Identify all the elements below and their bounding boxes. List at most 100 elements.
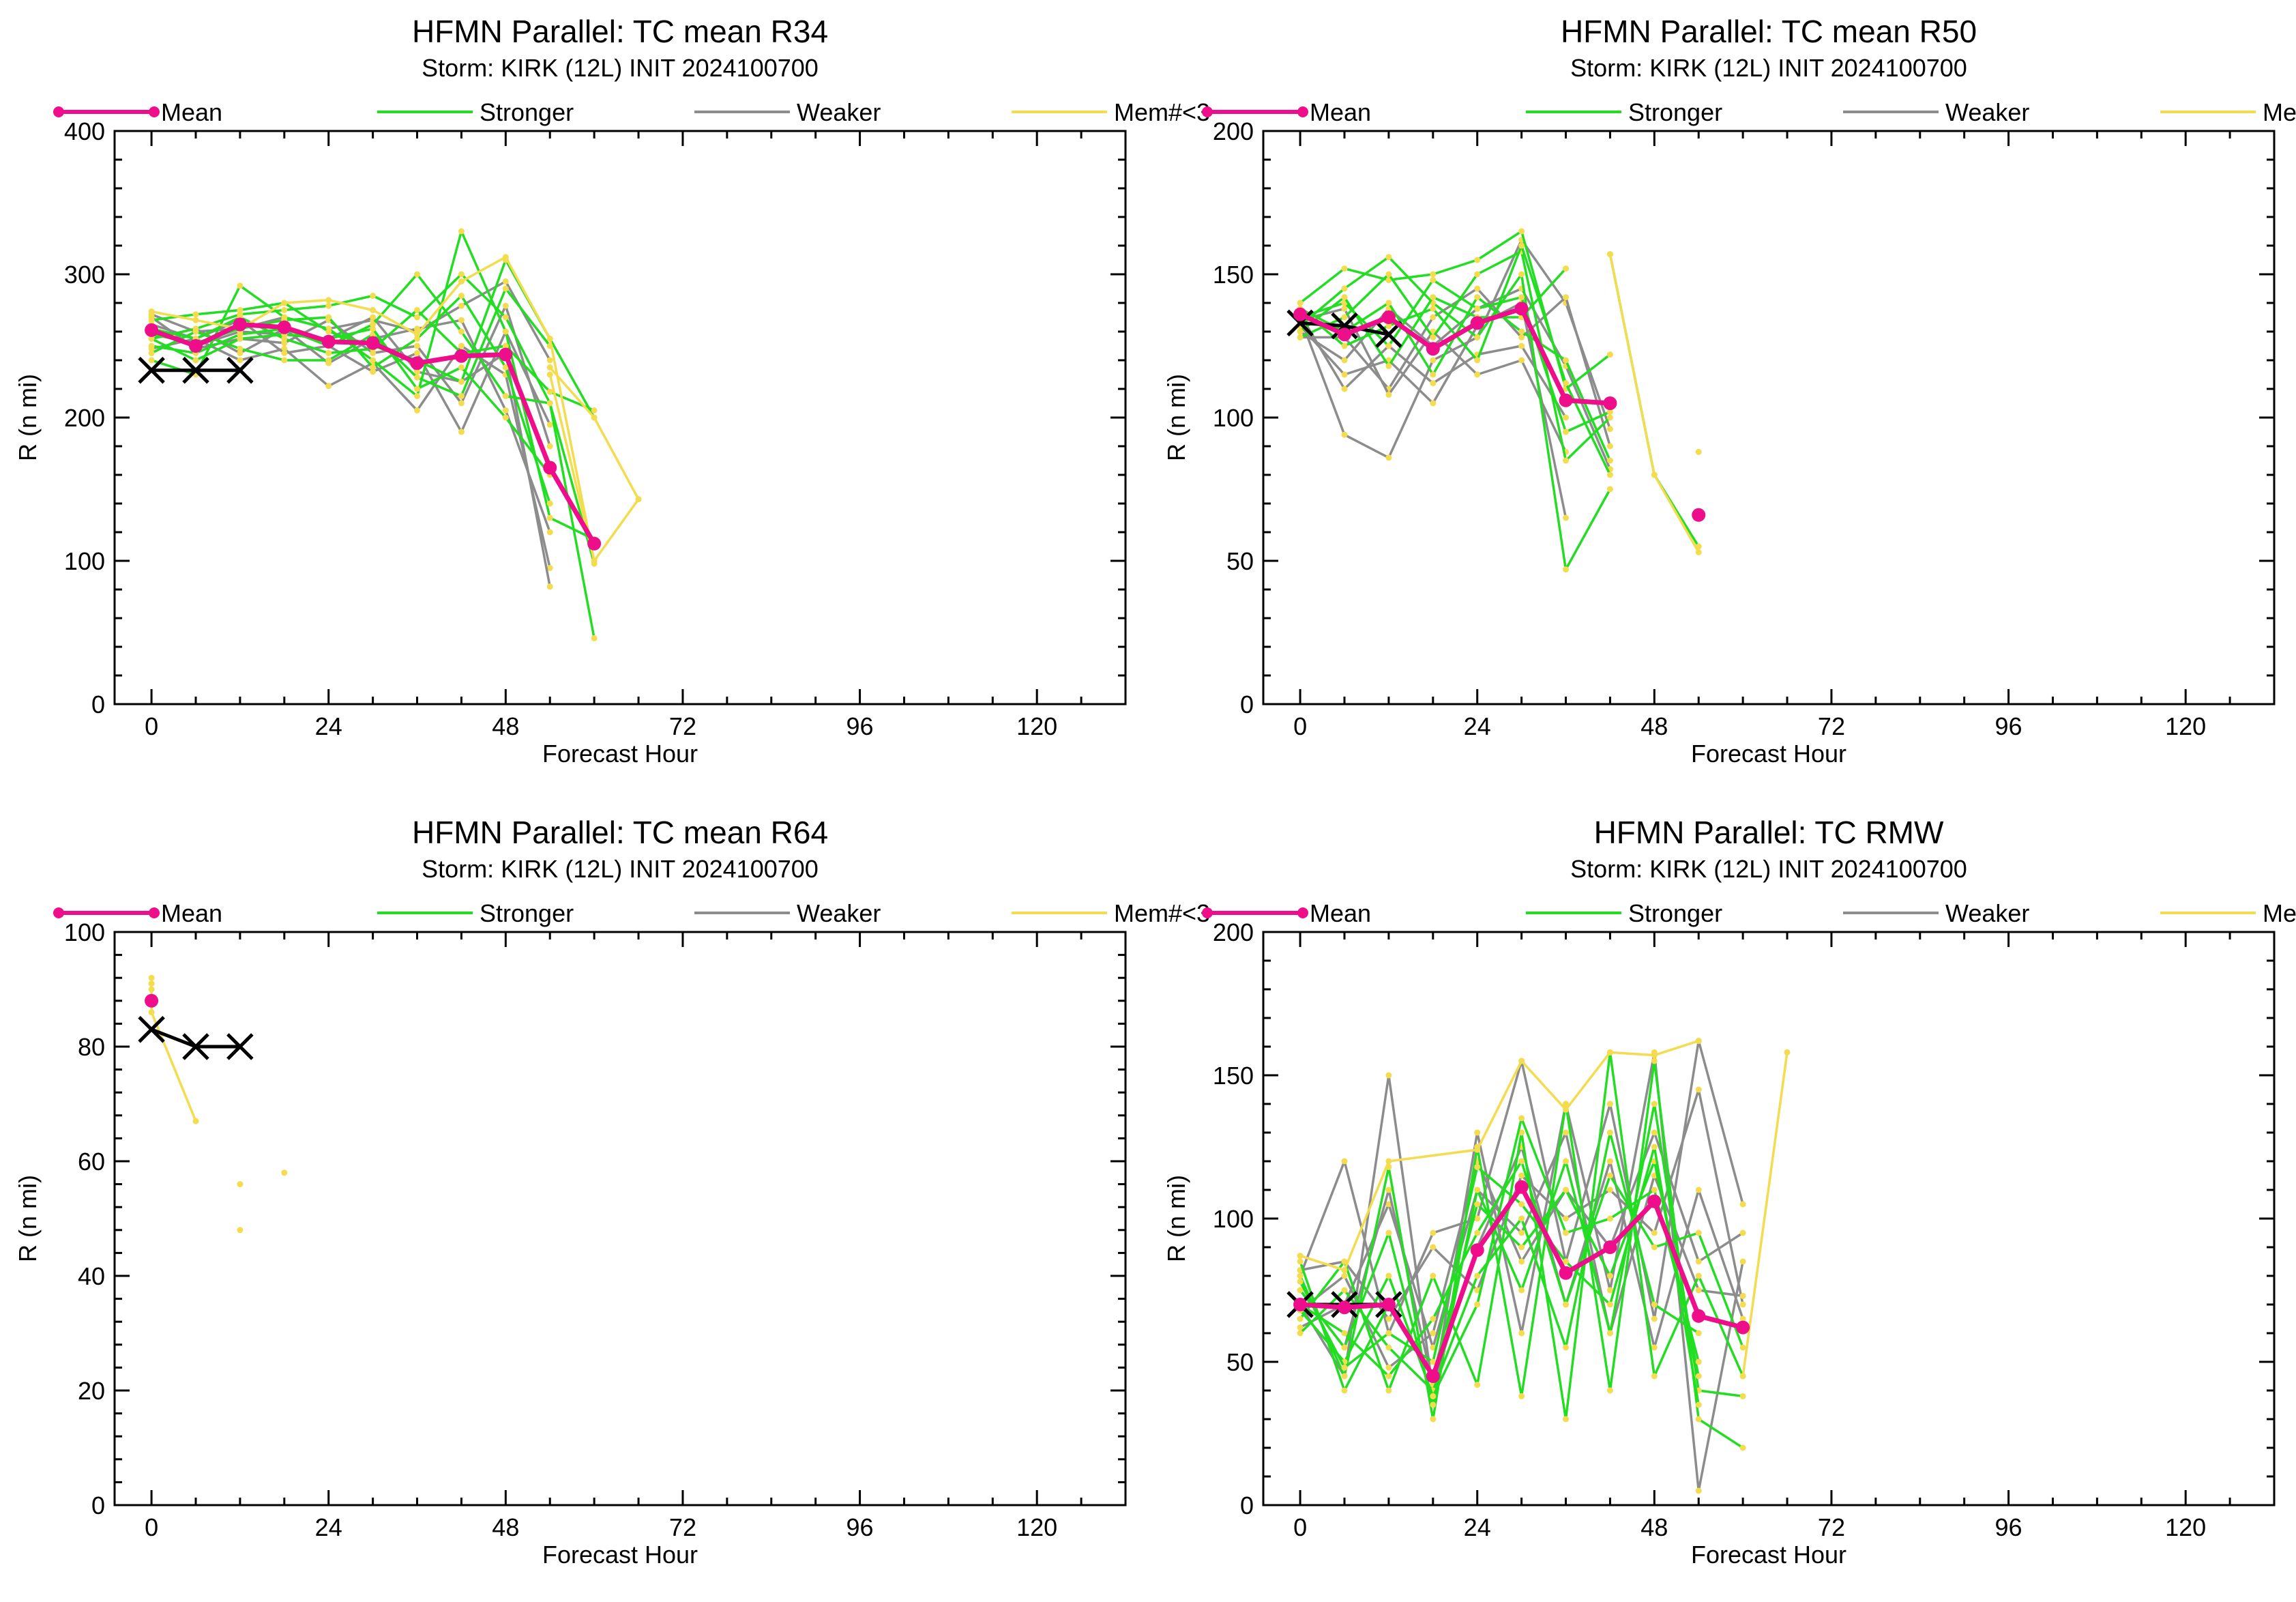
y-tick-label: 200: [64, 404, 105, 432]
stronger-member-line: [1299, 1160, 1700, 1392]
few-members-line-point: [192, 1118, 199, 1124]
mean-point: [1514, 1180, 1529, 1194]
weaker-member-line-point: [1341, 1272, 1348, 1279]
weaker-member-line-point: [1563, 294, 1570, 301]
weaker-member-line-point: [1341, 357, 1348, 364]
best-track-marker: [138, 356, 165, 384]
weaker-member-line-point: [1341, 431, 1348, 438]
stronger-member-line-point: [502, 364, 509, 370]
chart-panel-2: HFMN Parallel: TC mean R50 Storm: KIRK (1…: [1162, 14, 2296, 768]
stronger-member-line: [151, 327, 551, 476]
best-track-marker: [138, 1016, 165, 1043]
stronger-member-line-point: [546, 514, 553, 521]
stronger-member-line-point: [502, 393, 509, 399]
weaker-member-line-point: [502, 407, 509, 413]
few-members-line-point: [1606, 251, 1613, 258]
stronger-member-line-point: [1430, 1416, 1437, 1423]
weaker-member-line-point: [1739, 1301, 1746, 1308]
chart-subtitle: Storm: KIRK (12L) INIT 2024100700: [1570, 54, 1967, 82]
stronger-member-line-point: [192, 328, 199, 335]
y-tick-label: 0: [1240, 690, 1254, 718]
weaker-member-line-point: [414, 368, 421, 375]
weaker-member-line-point: [1651, 1129, 1658, 1136]
stronger-member-line-point: [325, 350, 332, 356]
y-axis-label: R (n mi): [1162, 374, 1190, 461]
stronger-member-line-point: [1518, 1393, 1525, 1399]
chart-title: HFMN Parallel: TC mean R50: [1561, 14, 1977, 49]
stronger-member-line-point: [1606, 351, 1613, 358]
best-track-marker: [1286, 309, 1314, 337]
weaker-member-line-point: [1563, 414, 1570, 421]
stronger-member-line-point: [1651, 1373, 1658, 1380]
plot-area: [1286, 228, 1706, 573]
mean-point: [1337, 1300, 1351, 1315]
stronger-member-line-point: [1474, 294, 1481, 301]
stronger-member-line-point: [281, 357, 288, 364]
mean-point: [1736, 1320, 1750, 1335]
stronger-member-line-point: [1651, 1186, 1658, 1193]
x-tick-label: 24: [315, 712, 342, 740]
stronger-member-line-point: [1563, 380, 1570, 387]
stronger-member-line-point: [458, 379, 465, 385]
weaker-member-line-point: [1341, 385, 1348, 392]
y-tick-label: 100: [1213, 1205, 1254, 1233]
stronger-member-line-point: [1518, 1115, 1525, 1122]
stronger-member-line-point: [1563, 457, 1570, 464]
x-tick-label: 48: [1640, 712, 1668, 740]
chart-title: HFMN Parallel: TC mean R34: [412, 14, 828, 49]
stronger-member-line-point: [1341, 285, 1348, 292]
y-tick-label: 60: [78, 1148, 105, 1176]
stronger-member-line-point: [1518, 271, 1525, 278]
stronger-member-line-point: [1385, 323, 1392, 330]
weaker-member-line-point: [546, 443, 553, 450]
stronger-member-line-point: [414, 307, 421, 313]
x-tick-label: 0: [145, 712, 158, 740]
plot-area: [138, 974, 288, 1234]
y-axis-label: R (n mi): [1162, 1175, 1190, 1262]
legend-item-mean: Mean: [1202, 98, 1371, 126]
legend-label: Weaker: [797, 98, 881, 126]
weaker-member-line-point: [370, 350, 377, 356]
weaker-member-line-point: [1430, 380, 1437, 387]
stronger-member-line-point: [1430, 271, 1437, 278]
stronger-member-line-point: [1341, 1258, 1348, 1265]
x-axis-label: Forecast Hour: [542, 1541, 698, 1569]
plot-frame: [113, 931, 1127, 1506]
stronger-member-line-point: [414, 336, 421, 342]
stronger-member-line-point: [1474, 1229, 1481, 1236]
stronger-member-line-point: [1297, 334, 1304, 340]
few-members-line-point: [1297, 1253, 1304, 1259]
chart-subtitle: Storm: KIRK (12L) INIT 2024100700: [422, 855, 819, 883]
stronger-member-line-point: [148, 317, 155, 323]
y-axis-label: R (n mi): [14, 374, 42, 461]
stronger-member-line-point: [1341, 265, 1348, 272]
legend-label: Mean: [161, 98, 222, 126]
stronger-member-line-point: [1385, 362, 1392, 369]
stronger-member-line-point: [237, 331, 244, 338]
x-axis-label: Forecast Hour: [542, 740, 698, 768]
weaker-member-line-point: [1695, 1258, 1702, 1265]
weaker-member-line-point: [237, 350, 244, 356]
stronger-member-line-point: [414, 393, 421, 399]
stronger-member-line-point: [1606, 1301, 1613, 1308]
weaker-member-line-point: [1341, 305, 1348, 312]
stronger-member-line: [1299, 256, 1611, 571]
best-track-marker: [1331, 312, 1358, 340]
y-tick-label: 0: [91, 1491, 105, 1519]
stronger-member-line-point: [1563, 1229, 1570, 1236]
x-tick-label: 120: [1016, 1513, 1057, 1541]
y-tick-label: 150: [1213, 1062, 1254, 1090]
stronger-member-line-point: [1563, 357, 1570, 364]
stronger-member-line-point: [1297, 1278, 1304, 1285]
legend-label: Stronger: [1628, 899, 1722, 927]
legend-marker: [53, 106, 64, 117]
y-tick-label: 20: [78, 1377, 105, 1405]
weaker-member-line-point: [1430, 1244, 1437, 1251]
weaker-member-line-point: [1695, 1186, 1702, 1193]
stronger-member-line-point: [1739, 1393, 1746, 1399]
weaker-member-line-point: [414, 350, 421, 356]
stronger-member-line-point: [148, 336, 155, 342]
stronger-member-line-point: [370, 364, 377, 370]
x-tick-label: 72: [1818, 1513, 1845, 1541]
mean-point: [1426, 342, 1440, 356]
